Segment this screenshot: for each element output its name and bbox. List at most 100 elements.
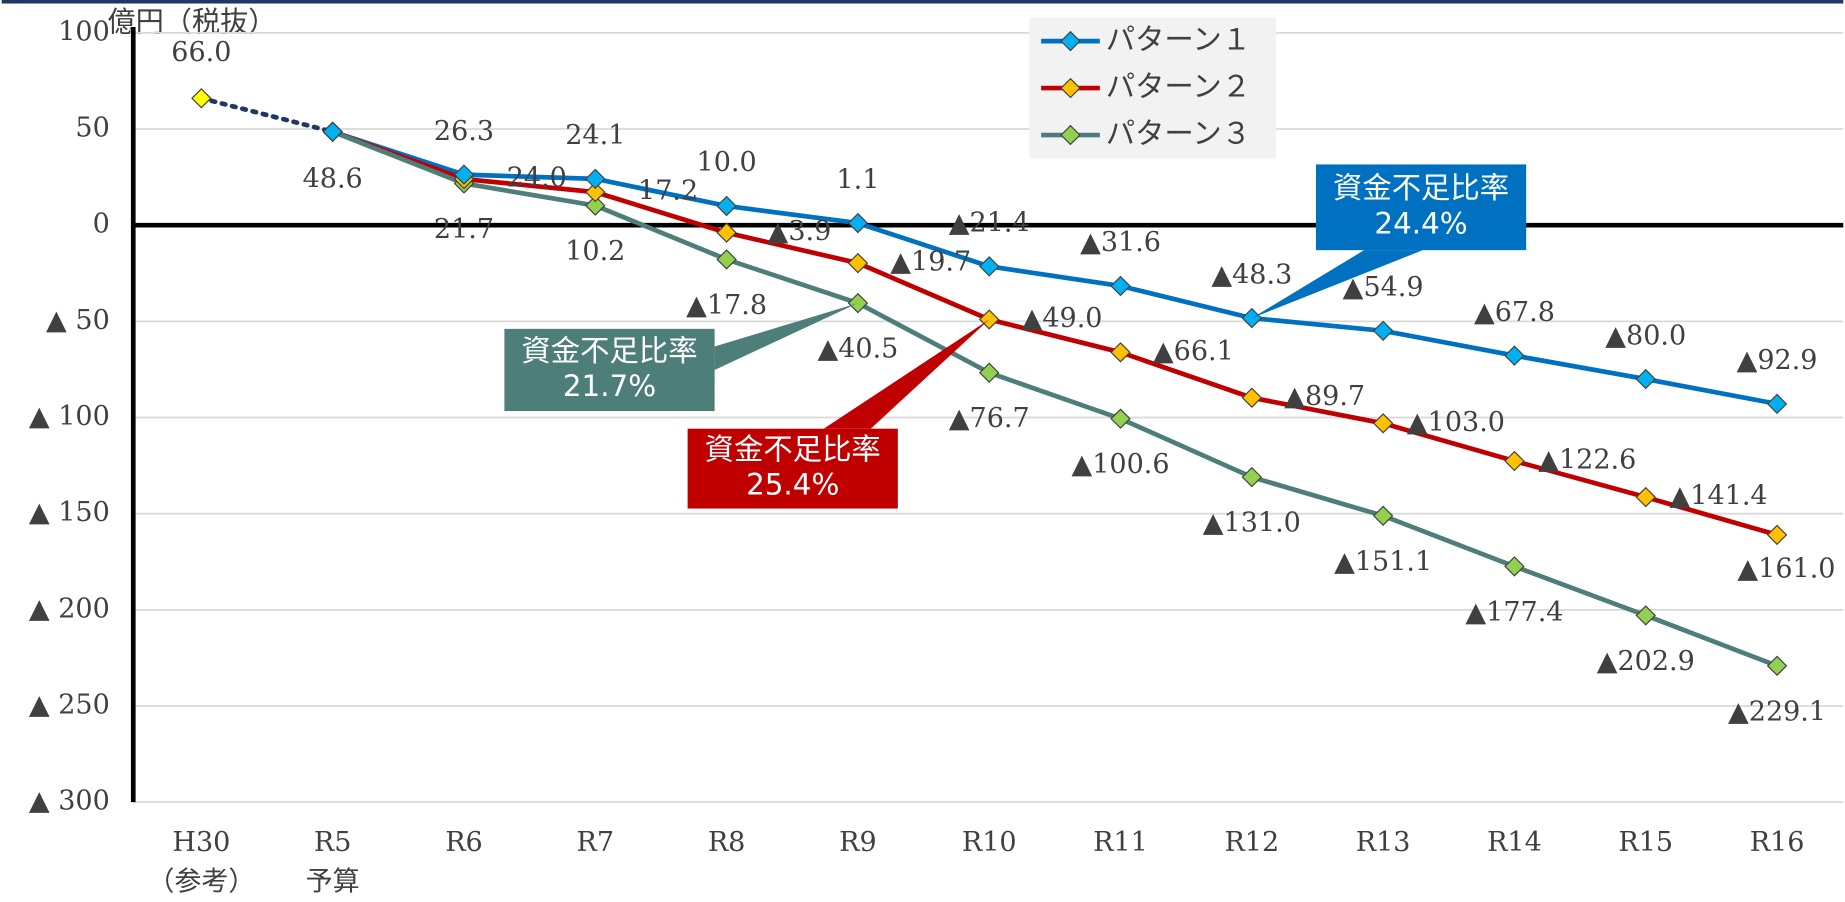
data-label: 17.2	[638, 176, 698, 207]
top-border	[1, 0, 1844, 4]
data-label: ▲80.0	[1605, 320, 1686, 351]
series-marker	[1635, 368, 1656, 390]
series-marker	[453, 164, 475, 185]
x-tick-label: R14	[1487, 827, 1542, 858]
x-tick-label: H30	[172, 827, 230, 858]
series-marker	[1504, 345, 1525, 366]
y-tick-label: ▲ 300	[29, 786, 110, 817]
series-marker	[978, 256, 1000, 277]
y-tick-label: ▲ 250	[29, 690, 110, 721]
x-tick-label: R16	[1750, 827, 1805, 858]
data-label: ▲3.9	[768, 216, 832, 247]
y-tick-label: 0	[93, 209, 110, 240]
series-marker	[1635, 486, 1656, 508]
data-label: ▲54.9	[1343, 272, 1424, 303]
series-marker	[1766, 655, 1788, 677]
legend-label: パターン２	[1106, 70, 1251, 104]
data-label: ▲122.6	[1538, 444, 1636, 475]
series-marker	[847, 212, 869, 234]
data-label: 48.6	[303, 163, 363, 194]
x-tick-label: R6	[445, 827, 483, 858]
data-label: ▲76.7	[949, 403, 1030, 434]
data-label: ▲131.0	[1203, 508, 1301, 539]
series-marker	[1372, 505, 1394, 527]
data-label: ▲66.1	[1153, 336, 1234, 367]
data-label: 21.7	[434, 214, 494, 245]
callout-text: 資金不足比率	[521, 334, 697, 368]
x-tick-label: R10	[962, 827, 1017, 858]
series-marker	[322, 121, 343, 142]
callout-text: 21.7%	[563, 369, 656, 403]
data-label: ▲31.6	[1080, 227, 1161, 258]
data-label: 66.0	[171, 37, 231, 68]
x-tick-label: R15	[1618, 827, 1673, 858]
callout-text: 25.4%	[746, 468, 839, 502]
legend-marker	[1060, 124, 1081, 146]
y-tick-label: 50	[75, 113, 109, 144]
reference-line	[199, 95, 336, 135]
x-tick-label: R7	[577, 827, 615, 858]
series-marker	[1504, 556, 1525, 577]
series-marker	[1372, 320, 1394, 342]
series-line	[331, 129, 1778, 407]
callout-text: 24.4%	[1374, 206, 1467, 240]
series-marker	[1241, 466, 1263, 488]
data-label: ▲202.9	[1597, 646, 1695, 677]
data-label: ▲92.9	[1737, 345, 1818, 376]
series-marker	[585, 181, 606, 203]
data-label: ▲19.7	[890, 247, 971, 278]
series-marker	[847, 292, 869, 314]
data-label: ▲151.1	[1334, 546, 1432, 577]
data-label: ▲141.4	[1670, 481, 1768, 512]
data-label: 10.0	[697, 147, 757, 178]
legend-label: パターン１	[1106, 23, 1251, 57]
data-label: ▲40.5	[817, 334, 898, 365]
x-tick-label: （参考）	[147, 867, 255, 898]
x-tick-label: R5	[314, 827, 352, 858]
y-tick-label: ▲ 150	[29, 497, 110, 528]
data-label: ▲48.3	[1211, 259, 1292, 290]
series-marker	[1372, 413, 1394, 434]
series-marker	[1504, 450, 1525, 472]
data-label: ▲177.4	[1465, 597, 1563, 628]
series-marker	[1110, 275, 1131, 297]
callout-box	[1315, 164, 1527, 251]
data-label: ▲161.0	[1737, 554, 1835, 585]
series-marker	[716, 249, 737, 270]
x-tick-label: R11	[1093, 827, 1148, 858]
y-tick-label: ▲ 100	[29, 401, 110, 432]
x-tick-label: R12	[1224, 827, 1279, 858]
series-line	[331, 129, 1778, 538]
data-label: 24.0	[507, 163, 567, 194]
callout-text: 資金不足比率	[1333, 171, 1509, 205]
series-marker	[1635, 605, 1656, 626]
callout-box	[504, 328, 715, 412]
reference-marker	[191, 88, 212, 109]
x-tick-label: R9	[839, 827, 877, 858]
x-tick-label: R13	[1356, 827, 1411, 858]
series-line	[331, 129, 1778, 669]
series-marker	[716, 195, 737, 217]
data-label: 1.1	[836, 164, 879, 195]
series-marker	[1110, 408, 1131, 429]
y-tick-label: ▲ 50	[46, 305, 110, 336]
series-marker	[716, 222, 737, 243]
x-tick-label: 予算	[306, 867, 360, 898]
data-label: ▲103.0	[1407, 407, 1505, 438]
data-label: ▲100.6	[1071, 449, 1169, 480]
x-tick-label: R8	[708, 827, 746, 858]
series-marker	[1766, 393, 1788, 415]
series-marker	[1241, 387, 1263, 408]
legend-marker	[1060, 77, 1081, 99]
y-tick-label: 100	[58, 16, 110, 47]
series-marker	[1766, 524, 1788, 546]
series-marker	[847, 252, 869, 274]
series-marker	[585, 195, 606, 216]
series-marker	[1110, 342, 1131, 363]
series-marker	[978, 362, 1000, 383]
data-label: ▲49.0	[1022, 303, 1103, 334]
y-tick-label: ▲ 200	[29, 593, 110, 624]
callout-box	[687, 428, 898, 509]
